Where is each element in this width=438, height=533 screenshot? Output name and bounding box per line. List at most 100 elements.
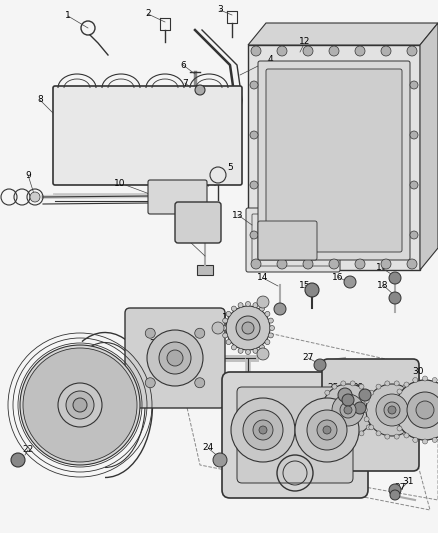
Circle shape xyxy=(260,345,265,350)
Circle shape xyxy=(251,259,261,269)
Circle shape xyxy=(305,283,319,297)
Circle shape xyxy=(376,431,381,436)
Circle shape xyxy=(259,426,267,434)
Circle shape xyxy=(385,434,390,439)
Circle shape xyxy=(413,377,418,383)
Circle shape xyxy=(323,426,331,434)
Circle shape xyxy=(344,276,356,288)
Text: 4: 4 xyxy=(267,55,273,64)
Text: 7: 7 xyxy=(182,78,188,87)
Circle shape xyxy=(257,348,269,360)
Circle shape xyxy=(274,303,286,315)
Circle shape xyxy=(265,311,270,317)
Text: 17: 17 xyxy=(376,263,388,272)
Circle shape xyxy=(364,417,369,422)
Circle shape xyxy=(318,408,324,413)
Circle shape xyxy=(340,402,356,418)
Text: 12: 12 xyxy=(299,37,311,46)
Circle shape xyxy=(410,425,415,430)
Circle shape xyxy=(317,420,337,440)
FancyBboxPatch shape xyxy=(197,265,213,275)
Circle shape xyxy=(423,376,427,381)
Text: 27: 27 xyxy=(302,353,314,362)
Text: 21: 21 xyxy=(50,356,62,365)
Circle shape xyxy=(257,296,269,308)
Circle shape xyxy=(404,382,409,387)
Circle shape xyxy=(307,410,347,450)
FancyBboxPatch shape xyxy=(237,387,353,483)
Circle shape xyxy=(369,425,374,430)
Text: 23: 23 xyxy=(237,464,249,472)
Circle shape xyxy=(167,350,183,366)
Circle shape xyxy=(30,192,40,202)
Circle shape xyxy=(231,306,237,311)
Text: 26: 26 xyxy=(346,395,358,405)
Circle shape xyxy=(394,381,399,386)
Text: 6: 6 xyxy=(180,61,186,69)
Circle shape xyxy=(410,231,418,239)
FancyBboxPatch shape xyxy=(246,208,340,272)
Circle shape xyxy=(236,316,260,340)
Circle shape xyxy=(407,259,417,269)
FancyBboxPatch shape xyxy=(53,86,242,185)
Circle shape xyxy=(397,389,402,394)
Circle shape xyxy=(366,390,371,395)
Circle shape xyxy=(295,398,359,462)
Circle shape xyxy=(376,394,408,426)
Circle shape xyxy=(212,322,224,334)
Circle shape xyxy=(66,391,94,419)
Circle shape xyxy=(355,46,365,56)
Circle shape xyxy=(269,326,275,330)
Text: 19: 19 xyxy=(222,313,234,322)
Circle shape xyxy=(195,85,205,95)
Text: 13: 13 xyxy=(232,211,244,220)
Circle shape xyxy=(222,326,226,330)
Circle shape xyxy=(250,81,258,89)
Text: 2: 2 xyxy=(145,10,151,19)
Circle shape xyxy=(410,181,418,189)
FancyBboxPatch shape xyxy=(125,308,225,408)
Circle shape xyxy=(253,349,258,353)
Circle shape xyxy=(195,328,205,338)
Circle shape xyxy=(226,340,231,345)
Circle shape xyxy=(432,438,437,442)
Text: 22: 22 xyxy=(22,446,34,455)
Text: 25: 25 xyxy=(327,384,339,392)
Circle shape xyxy=(145,328,155,338)
Circle shape xyxy=(371,417,376,422)
FancyBboxPatch shape xyxy=(175,202,221,243)
Circle shape xyxy=(145,378,155,387)
Text: 9: 9 xyxy=(25,171,31,180)
Circle shape xyxy=(260,306,265,311)
Circle shape xyxy=(394,434,399,439)
Circle shape xyxy=(363,408,367,413)
Circle shape xyxy=(391,408,396,413)
Text: 10: 10 xyxy=(114,179,126,188)
Text: 11: 11 xyxy=(182,236,194,245)
Circle shape xyxy=(397,426,402,431)
Circle shape xyxy=(392,398,398,403)
Circle shape xyxy=(243,410,283,450)
Circle shape xyxy=(303,46,313,56)
Circle shape xyxy=(359,384,364,389)
Circle shape xyxy=(320,417,325,422)
Circle shape xyxy=(359,389,371,401)
Text: 24: 24 xyxy=(202,443,214,453)
Circle shape xyxy=(58,383,102,427)
Circle shape xyxy=(246,302,251,306)
Text: 30: 30 xyxy=(412,367,424,376)
Circle shape xyxy=(253,303,258,308)
Circle shape xyxy=(250,231,258,239)
Circle shape xyxy=(238,303,243,308)
Circle shape xyxy=(381,259,391,269)
Circle shape xyxy=(341,434,346,439)
Circle shape xyxy=(372,408,378,413)
Circle shape xyxy=(404,433,409,438)
Circle shape xyxy=(364,398,369,403)
FancyBboxPatch shape xyxy=(258,221,317,260)
Circle shape xyxy=(350,381,355,386)
Circle shape xyxy=(73,398,87,412)
Circle shape xyxy=(159,342,191,374)
Circle shape xyxy=(390,490,400,500)
Circle shape xyxy=(342,394,354,406)
